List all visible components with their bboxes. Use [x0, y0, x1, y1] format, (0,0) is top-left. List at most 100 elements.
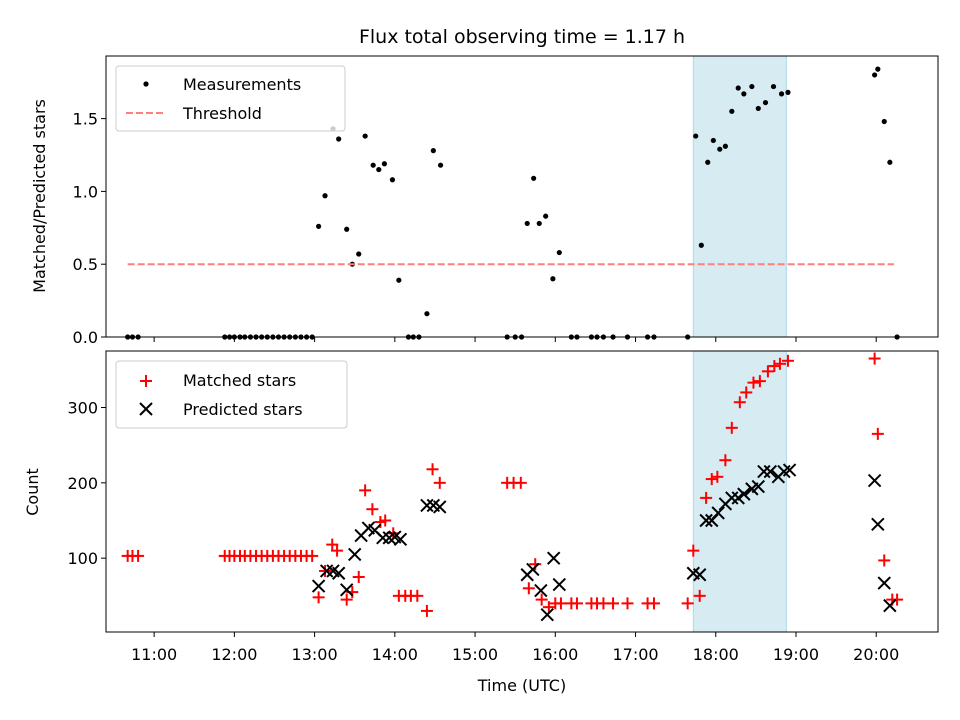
y-tick-label: 1.0	[73, 182, 98, 201]
measurement-point	[749, 83, 755, 90]
x-tick-label: 11:00	[131, 645, 177, 664]
measurement-point	[322, 193, 328, 199]
matched-stars-point	[542, 601, 555, 614]
top-legend-box	[115, 65, 346, 132]
matched-stars-point	[366, 503, 379, 516]
matched-stars-point	[319, 564, 332, 577]
matched-stars-point	[535, 593, 548, 606]
measurement-point	[556, 249, 562, 256]
matched-stars-point	[570, 597, 583, 610]
matched-stars-point	[711, 470, 724, 483]
measurement-point	[543, 213, 549, 219]
y-tick-label: 1.5	[73, 110, 98, 129]
measurement-point	[735, 85, 741, 91]
y-tick-label: 0.0	[73, 328, 98, 347]
predicted-stars-point	[540, 607, 554, 622]
measurement-point	[887, 159, 893, 165]
matched-stars-point	[740, 386, 753, 399]
x-tick-label: 17:00	[612, 645, 658, 664]
matched-stars-point	[331, 544, 344, 557]
measurement-point	[770, 83, 777, 90]
matched-stars-point	[312, 591, 325, 604]
predicted-stars-point	[319, 564, 334, 578]
measurement-point	[729, 108, 735, 114]
bottom-y-axis-label: Count	[23, 468, 42, 516]
matched-stars-point	[326, 538, 339, 551]
measurement-point	[550, 276, 556, 282]
predicted-stars-point	[433, 500, 447, 514]
matched-stars-point	[878, 554, 891, 567]
matched-stars-point	[868, 352, 881, 365]
measurement-point	[755, 105, 761, 112]
measurement-point	[336, 136, 342, 142]
measurement-point	[316, 223, 322, 229]
measurement-point	[396, 277, 402, 283]
measurement-point	[698, 242, 704, 248]
predicted-stars-point	[751, 479, 765, 494]
legend-x-icon	[139, 402, 153, 416]
measurement-point	[356, 251, 362, 257]
predicted-stars-point	[546, 551, 561, 565]
measurement-point	[785, 89, 791, 95]
top-x-ticks	[153, 337, 877, 342]
bottom-y-ticks: 100 200 300	[67, 399, 106, 568]
x-tick-label: 12:00	[211, 645, 257, 664]
top-plot-frame	[105, 55, 939, 338]
measurement-point	[693, 133, 699, 139]
matched-stars-point	[725, 421, 738, 434]
measurement-point	[741, 91, 747, 97]
measurement-point	[362, 133, 368, 139]
predicted-stars-point	[699, 513, 713, 528]
measurement-point	[536, 220, 542, 227]
x-axis-label: Time (UTC)	[477, 676, 566, 695]
top-panel: 0.0 0.5 1.0 1.5 Flux total observing time =…	[30, 26, 939, 347]
predicted-stars-point	[757, 464, 771, 479]
matched-stars-point	[411, 589, 424, 602]
measurement-point	[875, 66, 881, 72]
measurement-point	[344, 226, 350, 232]
legend-measurements: Measurements	[183, 75, 301, 94]
legend-matched-stars: Matched stars	[183, 371, 296, 390]
predicted-stars-point	[877, 576, 891, 590]
predicted-stars-point	[737, 487, 751, 501]
matched-stars-point	[681, 597, 694, 610]
legend-plus-icon	[140, 375, 152, 387]
matched-stars-point	[607, 597, 620, 610]
predicted-stars-point	[376, 531, 390, 545]
x-tick-label: 19:00	[773, 645, 819, 664]
matched-stars-point	[306, 549, 319, 562]
matched-stars-point	[773, 357, 786, 370]
predicted-stars-point	[693, 568, 707, 582]
y-tick-label: 100	[67, 549, 98, 568]
y-tick-label: 0.5	[73, 255, 98, 274]
predicted-stars-point	[782, 463, 797, 477]
measurement-point	[437, 162, 444, 168]
matched-stars-point	[514, 476, 527, 489]
matched-stars-point	[379, 514, 392, 527]
bottom-x-ticks: 11:00 12:00 13:00 14:00 15:00 16:00 17:00 18:00…	[131, 632, 899, 664]
predicted-stars-point	[711, 506, 725, 520]
measurement-point	[376, 166, 382, 173]
measurement-point	[389, 177, 396, 183]
measurement-point	[722, 143, 728, 149]
predicted-stars-point	[382, 531, 396, 545]
predicted-stars-point	[867, 473, 882, 488]
measurement-point	[430, 148, 436, 154]
predicted-stars-point	[552, 577, 567, 592]
predicted-stars-point	[348, 547, 362, 562]
matched-stars-point	[554, 597, 567, 610]
matched-stars-point	[753, 375, 766, 388]
y-tick-label: 300	[67, 399, 98, 418]
predicted-stars-point	[420, 498, 434, 513]
matched-stars-point	[132, 549, 145, 562]
matched-stars-point	[426, 463, 439, 476]
top-highlight-span	[692, 55, 787, 338]
predicted-stars-point	[339, 583, 354, 597]
bottom-panel: 100 200 300 11:00 12:00 13:00 14:00 15:00 16:00…	[23, 350, 939, 695]
matched-stars-point	[420, 604, 433, 617]
matched-stars-point	[621, 597, 634, 610]
x-tick-label: 18:00	[693, 645, 739, 664]
y-tick-label: 200	[67, 474, 98, 493]
matched-stars-point	[522, 582, 535, 595]
legend-dot-icon	[143, 81, 149, 87]
